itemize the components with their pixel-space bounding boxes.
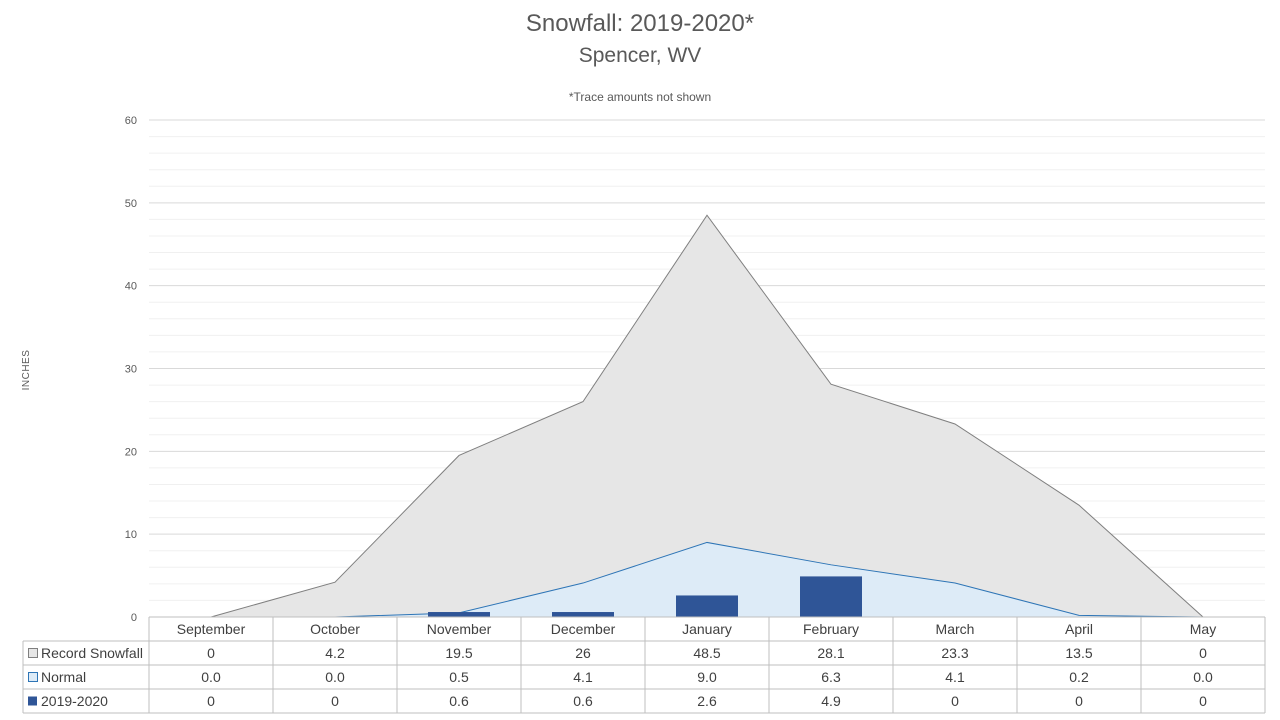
category-label: February: [803, 621, 859, 637]
bar-february: [800, 576, 862, 617]
y-tick-label: 30: [125, 364, 137, 376]
area-fill-normal: [211, 542, 1203, 617]
bar-series: [428, 576, 862, 617]
data-label: 23.3: [941, 645, 968, 661]
y-tick-label: 10: [125, 529, 137, 541]
data-label: 0: [951, 693, 959, 709]
y-tick-label: 50: [125, 198, 137, 210]
data-label: 4.1: [573, 669, 593, 685]
y-tick-label: 20: [125, 446, 137, 458]
data-label: 0.0: [325, 669, 345, 685]
bar-january: [676, 595, 738, 617]
category-label: December: [551, 621, 616, 637]
data-label: 0.6: [449, 693, 469, 709]
category-label: March: [936, 621, 975, 637]
data-label: 4.1: [945, 669, 965, 685]
area-line-record-snowfall: [210, 214, 1204, 618]
data-label: 0.6: [573, 693, 593, 709]
category-label: November: [427, 621, 492, 637]
data-label: 0.0: [201, 669, 221, 685]
data-label: 9.0: [697, 669, 717, 685]
data-label: 6.3: [821, 669, 841, 685]
data-table: September October November December January F…: [22, 616, 1266, 714]
area-line-normal: [211, 541, 1204, 618]
chart-title: Snowfall: 2019-2020*: [525, 10, 755, 37]
y-tick-label: 0: [131, 612, 137, 624]
y-axis-label: INCHES: [21, 350, 32, 391]
data-label: 26: [575, 645, 591, 661]
data-label: 4.2: [325, 645, 345, 661]
legend-key: [28, 648, 38, 658]
legend-key: [28, 696, 37, 706]
data-label: 0: [207, 693, 215, 709]
category-label: October: [310, 621, 360, 637]
y-axis: 0 10 20 30 40 50 60: [125, 115, 137, 624]
legend-key: [28, 672, 38, 682]
area-series: [210, 214, 1204, 618]
category-label: May: [1190, 621, 1216, 637]
category-label: January: [682, 621, 732, 637]
y-tick-label: 40: [125, 281, 137, 293]
data-label: 2.6: [697, 693, 717, 709]
data-label: 0.2: [1069, 669, 1089, 685]
data-label: 0: [1199, 645, 1207, 661]
bar-december: [552, 612, 614, 617]
data-label: 19.5: [445, 645, 472, 661]
area-fill-record-snowfall: [211, 215, 1203, 617]
legend-entry: Normal: [41, 669, 86, 685]
data-label: 0.5: [449, 669, 469, 685]
chart-note: *Trace amounts not shown: [568, 90, 712, 104]
legend-entry: Record Snowfall: [41, 645, 143, 661]
chart-subtitle: Spencer, WV: [578, 44, 702, 67]
data-label: 0: [331, 693, 339, 709]
data-label: 4.9: [821, 693, 841, 709]
data-label: 48.5: [693, 645, 720, 661]
data-label: 0: [1075, 693, 1083, 709]
category-label: April: [1065, 621, 1093, 637]
data-label: 0: [1199, 693, 1207, 709]
legend-entry: 2019-2020: [41, 693, 108, 709]
data-label: 13.5: [1065, 645, 1092, 661]
data-label: 28.1: [817, 645, 844, 661]
y-tick-label: 60: [125, 115, 137, 127]
category-label: September: [177, 621, 246, 637]
data-label: 0.0: [1193, 669, 1213, 685]
bar-november: [428, 612, 490, 617]
data-label: 0: [207, 645, 215, 661]
